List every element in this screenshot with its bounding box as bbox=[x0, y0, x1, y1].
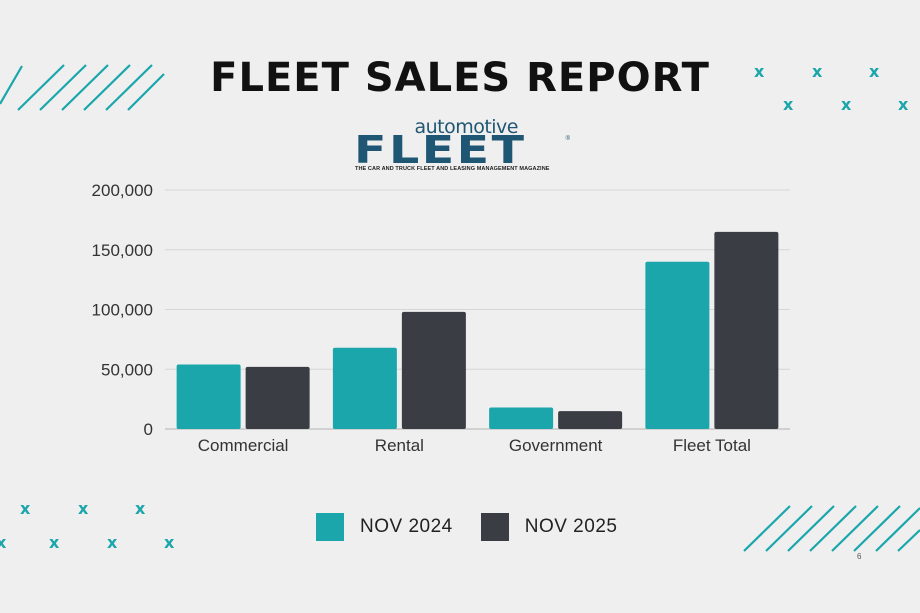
legend-swatch-nov-2024 bbox=[316, 513, 344, 541]
y-tick-label: 150,000 bbox=[92, 241, 153, 260]
legend-item-nov-2025: NOV 2025 bbox=[480, 513, 618, 541]
logo-tagline: THE CAR AND TRUCK FLEET AND LEASING MANA… bbox=[355, 166, 550, 172]
x-tick-label: Rental bbox=[375, 436, 424, 455]
stripes-bottom-right bbox=[743, 505, 920, 552]
legend-label-nov-2025: NOV 2025 bbox=[524, 516, 618, 537]
svg-text:x: x bbox=[20, 499, 31, 518]
registered-mark: ® bbox=[565, 136, 570, 142]
bar bbox=[489, 407, 554, 429]
y-tick-label: 200,000 bbox=[92, 181, 153, 200]
svg-text:x: x bbox=[135, 499, 146, 518]
bar bbox=[645, 261, 710, 429]
automotive-fleet-logo: automotive FLEET ® THE CAR AND TRUCK FLE… bbox=[354, 116, 570, 174]
page-title: FLEET SALES REPORT bbox=[210, 55, 710, 101]
svg-text:x: x bbox=[812, 62, 823, 81]
legend-item-nov-2024: NOV 2024 bbox=[316, 513, 453, 541]
svg-text:x: x bbox=[841, 95, 852, 114]
svg-text:x: x bbox=[0, 533, 7, 552]
legend-swatch-nov-2025 bbox=[480, 513, 509, 541]
bar bbox=[558, 411, 623, 429]
chart-legend: NOV 2024 NOV 2025 bbox=[316, 512, 645, 542]
logo-line2: FLEET bbox=[354, 128, 527, 172]
svg-text:x: x bbox=[783, 95, 794, 114]
bar bbox=[401, 311, 466, 429]
stripes-top-left bbox=[0, 64, 165, 111]
svg-text:x: x bbox=[869, 62, 880, 81]
svg-text:x: x bbox=[107, 533, 118, 552]
bar bbox=[245, 366, 310, 429]
y-tick-label: 0 bbox=[144, 420, 153, 439]
svg-text:x: x bbox=[898, 95, 909, 114]
x-tick-label: Commercial bbox=[198, 436, 289, 455]
x-tick-label: Fleet Total bbox=[673, 436, 751, 455]
svg-text:x: x bbox=[49, 533, 60, 552]
bar bbox=[714, 231, 779, 429]
legend-label-nov-2024: NOV 2024 bbox=[360, 516, 453, 537]
bar bbox=[332, 347, 397, 429]
svg-text:x: x bbox=[754, 62, 765, 81]
page-number: 6 bbox=[857, 552, 862, 561]
x-tick-label: Government bbox=[509, 436, 603, 455]
logo-line1: automotive bbox=[414, 116, 518, 138]
y-tick-label: 50,000 bbox=[101, 360, 153, 379]
bar bbox=[176, 364, 241, 429]
svg-text:x: x bbox=[164, 533, 175, 552]
svg-text:x: x bbox=[78, 499, 89, 518]
y-tick-label: 100,000 bbox=[92, 301, 153, 320]
